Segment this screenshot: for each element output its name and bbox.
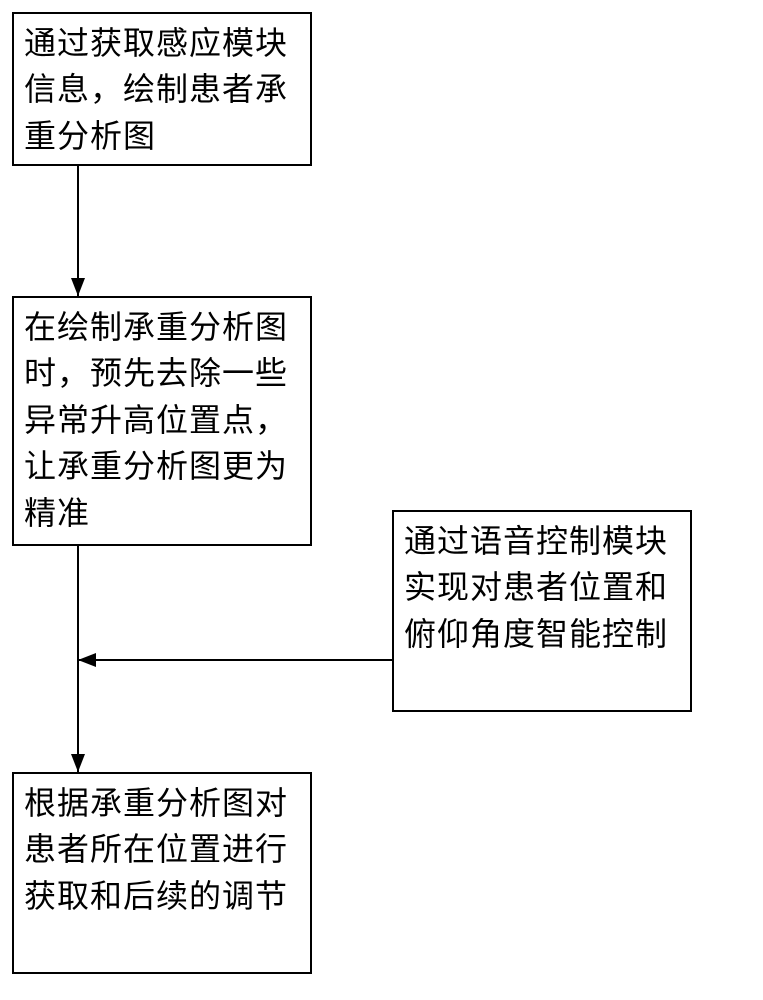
flowchart-node-text: 根据承重分析图对患者所在位置进行获取和后续的调节 [24, 785, 288, 914]
flowchart-node-n3: 根据承重分析图对患者所在位置进行获取和后续的调节 [12, 772, 312, 974]
flowchart-node-n2: 在绘制承重分析图时，预先去除一些异常升高位置点，让承重分析图更为精准 [12, 296, 312, 546]
flowchart-node-n4: 通过语音控制模块实现对患者位置和俯仰角度智能控制 [392, 510, 692, 712]
flowchart-node-text: 在绘制承重分析图时，预先去除一些异常升高位置点，让承重分析图更为精准 [24, 309, 288, 531]
flowchart-node-text: 通过语音控制模块实现对患者位置和俯仰角度智能控制 [404, 523, 668, 652]
flowchart-node-n1: 通过获取感应模块信息，绘制患者承重分析图 [12, 12, 312, 166]
flowchart-node-text: 通过获取感应模块信息，绘制患者承重分析图 [24, 25, 288, 154]
